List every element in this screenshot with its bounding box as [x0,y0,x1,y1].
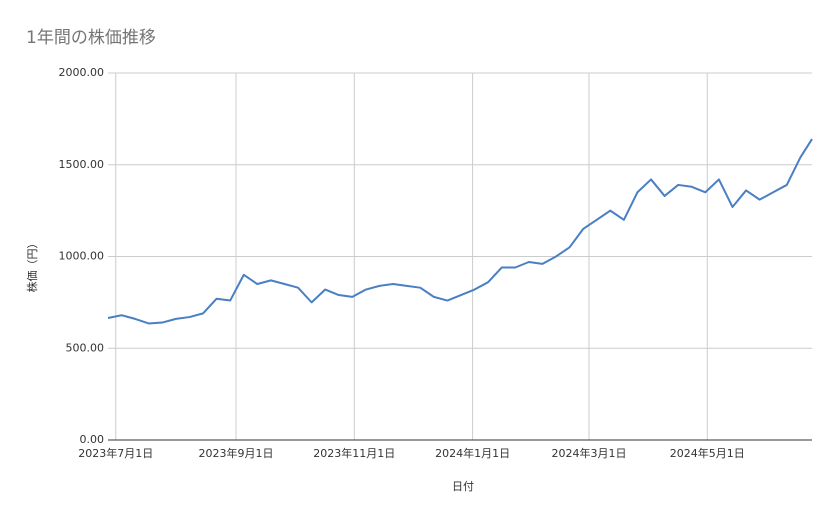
y-tick-label: 1000.00 [59,250,105,263]
x-tick-label: 2023年11月1日 [313,446,395,460]
x-tick-label: 2024年5月1日 [670,446,745,460]
y-tick-label: 1500.00 [59,158,105,171]
chart-title: 1年間の株価推移 [26,28,156,48]
x-tick-label: 2023年9月1日 [199,446,274,460]
x-axis-label: 日付 [452,480,474,493]
x-tick-label: 2023年7月1日 [78,446,153,460]
x-tick-label: 2024年1月1日 [435,446,510,460]
x-tick-label: 2024年3月1日 [551,446,626,460]
y-tick-label: 0.00 [80,433,105,446]
y-tick-label: 500.00 [66,341,105,354]
y-tick-label: 2000.00 [59,66,105,79]
data-line [107,138,813,325]
y-axis-label: 株価（円） [25,238,39,293]
